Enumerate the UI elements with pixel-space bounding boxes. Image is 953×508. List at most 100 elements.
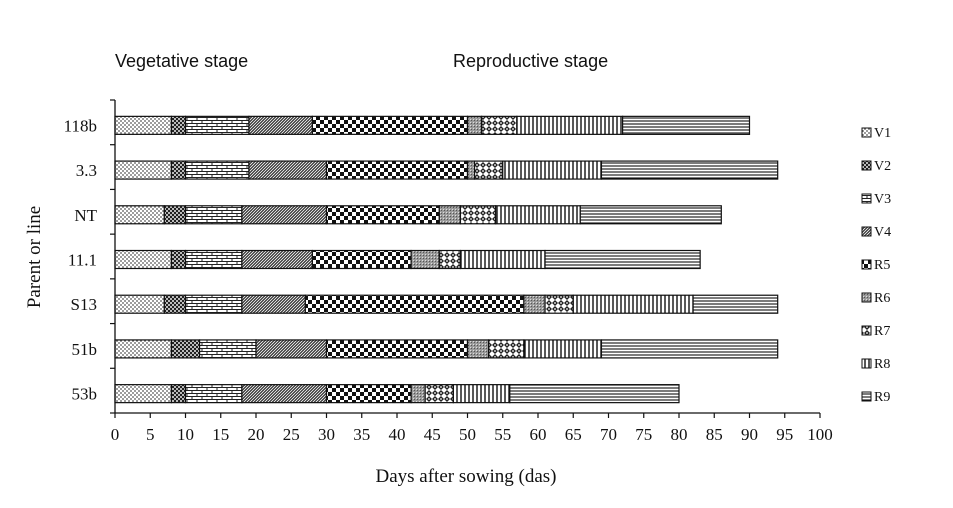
x-tick-label: 5	[146, 425, 155, 444]
bar-NT-R5	[325, 205, 440, 225]
x-tick-label: 60	[530, 425, 547, 444]
x-tick-label: 100	[807, 425, 833, 444]
x-tick-label: 30	[318, 425, 335, 444]
bar-NT-V3	[184, 205, 243, 225]
bar-11.1-R8	[459, 249, 546, 270]
bar-53b-V1	[114, 384, 173, 404]
bar-S13-V1	[114, 294, 165, 314]
y-tick-label: 3.3	[76, 161, 97, 180]
bar-3.3-R6	[466, 160, 476, 180]
bar-11.1-R9	[544, 249, 701, 270]
legend: V1 V2 V3 V4 R5 R6 R7 R8 R9	[861, 126, 891, 405]
bar-S13-V2	[163, 294, 187, 314]
x-axis-label: Days after sowing (das)	[376, 466, 557, 487]
y-axis-label-group: Parent or line	[24, 206, 45, 308]
bar-S13-V3	[184, 294, 243, 314]
bar-11.1-V2	[170, 249, 187, 270]
bar-S13-R8	[572, 294, 694, 314]
legend-swatch-V1	[861, 127, 872, 138]
bar-NT-R8	[495, 205, 581, 225]
x-tick-label: 75	[635, 425, 652, 444]
legend-label-V2: V2	[874, 159, 891, 174]
bar-3.3-R5	[325, 160, 469, 180]
bar-118b-R6	[466, 115, 483, 135]
x-tick-label: 0	[111, 425, 120, 444]
x-tick-label: 10	[177, 425, 194, 444]
legend-label-R5: R5	[874, 258, 890, 273]
x-tick-label: 45	[424, 425, 441, 444]
bar-118b-R9	[621, 115, 751, 135]
bar-S13-V4	[241, 294, 306, 314]
y-tick-label: 11.1	[68, 251, 97, 270]
bar-3.3-R7	[473, 160, 504, 180]
x-tick-label: 85	[706, 425, 723, 444]
bar-53b-R9	[509, 384, 680, 404]
legend-label-R9: R9	[874, 390, 890, 405]
legend-label-R6: R6	[874, 291, 890, 306]
bar-S13-R6	[523, 294, 546, 314]
legend-swatch-R7	[861, 325, 872, 336]
legend-swatch-V4	[861, 226, 872, 237]
x-tick-label: 15	[212, 425, 229, 444]
x-tick-label: 95	[776, 425, 793, 444]
bar-53b-V2	[170, 384, 187, 404]
bar-S13-R9	[692, 294, 779, 314]
bar-51b-R5	[325, 339, 469, 359]
bar-NT-R6	[438, 205, 462, 225]
bar-NT-R9	[579, 205, 722, 225]
bar-NT-R7	[459, 205, 497, 225]
bar-NT-V2	[163, 205, 187, 225]
axes-layer: 118b 3.3 NT 11.1 S13 51b 53b 0 5 10 15 20 25 30 35 40 45…	[64, 99, 833, 444]
bar-118b-R8	[516, 115, 624, 135]
x-tick-label: 25	[283, 425, 300, 444]
bar-51b-R9	[600, 339, 779, 359]
bar-11.1-R5	[311, 249, 412, 270]
bar-51b-V3	[199, 339, 257, 359]
bar-11.1-R7	[438, 249, 462, 270]
bar-3.3-R9	[600, 160, 779, 180]
legend-label-R7: R7	[874, 324, 890, 339]
y-tick-label: NT	[74, 206, 97, 225]
bar-NT-V1	[114, 205, 165, 225]
bar-53b-R5	[325, 384, 412, 404]
legend-label-V3: V3	[874, 192, 891, 207]
bar-118b-V3	[184, 115, 250, 135]
x-tick-label: 55	[494, 425, 511, 444]
bar-51b-R7	[488, 339, 525, 359]
bar-11.1-R6	[410, 249, 440, 270]
bar-11.1-V1	[114, 249, 173, 270]
legend-swatch-R5	[861, 259, 872, 270]
legend-label-V4: V4	[874, 225, 891, 240]
bar-53b-V4	[241, 384, 328, 404]
bar-3.3-V4	[248, 160, 328, 180]
bar-3.3-V3	[184, 160, 250, 180]
bar-11.1-V3	[184, 249, 243, 270]
x-tick-label: 90	[741, 425, 758, 444]
bar-118b-V1	[114, 115, 173, 135]
y-tick-label: 51b	[72, 340, 98, 359]
annotation-reproductive: Reproductive stage	[453, 51, 608, 71]
bar-51b-R8	[523, 339, 603, 359]
bar-3.3-V1	[114, 160, 173, 180]
bar-NT-V4	[241, 205, 328, 225]
bar-118b-R7	[481, 115, 518, 135]
legend-swatch-R8	[861, 358, 872, 369]
bar-11.1-V4	[241, 249, 313, 270]
bar-3.3-R8	[502, 160, 603, 180]
y-tick-label: 118b	[64, 116, 97, 135]
bar-S13-R5	[304, 294, 525, 314]
bar-51b-R6	[466, 339, 490, 359]
legend-swatch-V3	[861, 193, 872, 204]
bar-53b-V3	[184, 384, 243, 404]
bar-51b-V2	[170, 339, 201, 359]
legend-swatch-R6	[861, 292, 872, 303]
y-tick-label: 53b	[72, 385, 98, 404]
legend-label-R8: R8	[874, 357, 890, 372]
x-tick-label: 35	[353, 425, 370, 444]
bar-S13-R7	[544, 294, 574, 314]
y-axis-label: Parent or line	[24, 206, 45, 308]
bar-118b-R5	[311, 115, 469, 135]
x-tick-label: 40	[389, 425, 406, 444]
bar-53b-R6	[410, 384, 426, 404]
bar-51b-V4	[255, 339, 328, 359]
